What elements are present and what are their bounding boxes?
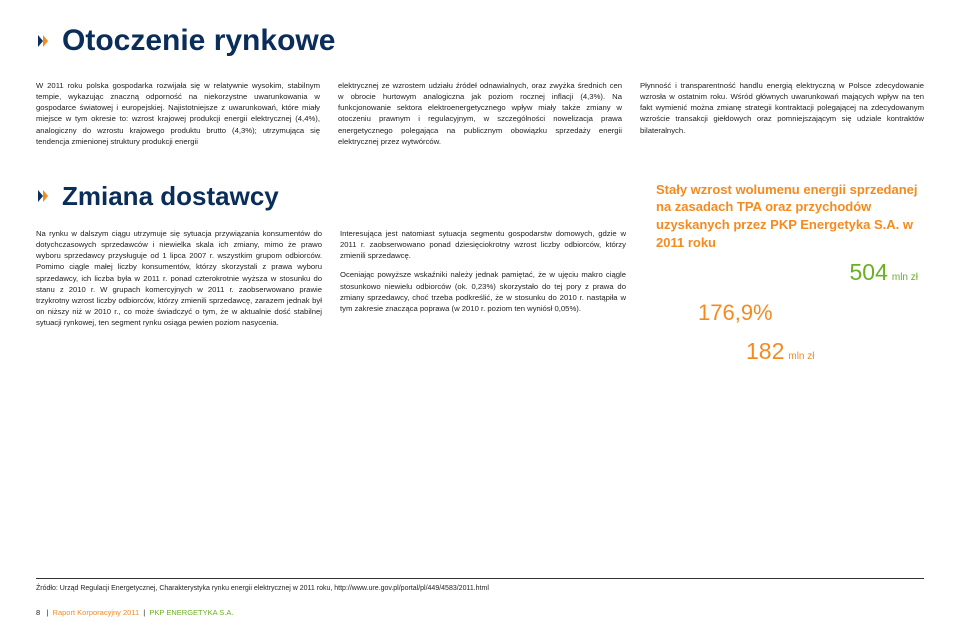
page-number: 8	[36, 608, 40, 617]
value-504-unit: mln zł	[892, 272, 918, 283]
subtitle-row: Zmiana dostawcy	[36, 181, 626, 212]
intro-columns: W 2011 roku polska gospodarka rozwijała …	[36, 80, 924, 147]
source-text: Źródło: Urząd Regulacji Energetycznej, C…	[36, 585, 924, 592]
highlight-block: Stały wzrost wolumenu energii sprzedanej…	[656, 181, 924, 365]
left-block: Zmiana dostawcy Na rynku w dalszym ciągu…	[36, 181, 626, 365]
chevron-icon	[36, 188, 52, 204]
body-columns: Na rynku w dalszym ciągu utrzymuje się s…	[36, 228, 626, 328]
intro-col-3: Płynność i transparentność handlu energi…	[640, 80, 924, 147]
intro-col-2: elektrycznej ze wzrostem udziału źródeł …	[338, 80, 622, 147]
footer-report: Raport Korporacyjny 2011	[53, 608, 140, 617]
title-row: Otoczenie rynkowe	[36, 24, 924, 58]
section-title: Zmiana dostawcy	[62, 181, 279, 212]
chevron-icon	[36, 33, 52, 49]
intro-col-1: W 2011 roku polska gospodarka rozwijała …	[36, 80, 320, 147]
body-col-2: Interesująca jest natomiast sytuacja seg…	[340, 228, 626, 328]
value-182-unit: mln zł	[788, 351, 814, 362]
body-col-2a: Interesująca jest natomiast sytuacja seg…	[340, 229, 626, 260]
value-504-number: 504	[850, 259, 888, 285]
value-percent: 176,9%	[698, 300, 924, 326]
page-footer: 8 | Raport Korporacyjny 2011 | PKP ENERG…	[36, 608, 924, 617]
value-504: 504 mln zł	[656, 259, 918, 286]
highlight-heading: Stały wzrost wolumenu energii sprzedanej…	[656, 181, 924, 251]
value-182-number: 182	[746, 338, 784, 364]
body-col-1: Na rynku w dalszym ciągu utrzymuje się s…	[36, 228, 322, 328]
footer-company: PKP ENERGETYKA S.A.	[149, 608, 233, 617]
footer-rule	[36, 578, 924, 579]
body-col-2b: Oceniając powyższe wskaźniki należy jedn…	[340, 270, 626, 312]
page-title: Otoczenie rynkowe	[62, 24, 335, 58]
footer: Źródło: Urząd Regulacji Energetycznej, C…	[36, 578, 924, 617]
section-zmiana: Zmiana dostawcy Na rynku w dalszym ciągu…	[36, 181, 924, 365]
value-182: 182 mln zł	[746, 338, 924, 365]
